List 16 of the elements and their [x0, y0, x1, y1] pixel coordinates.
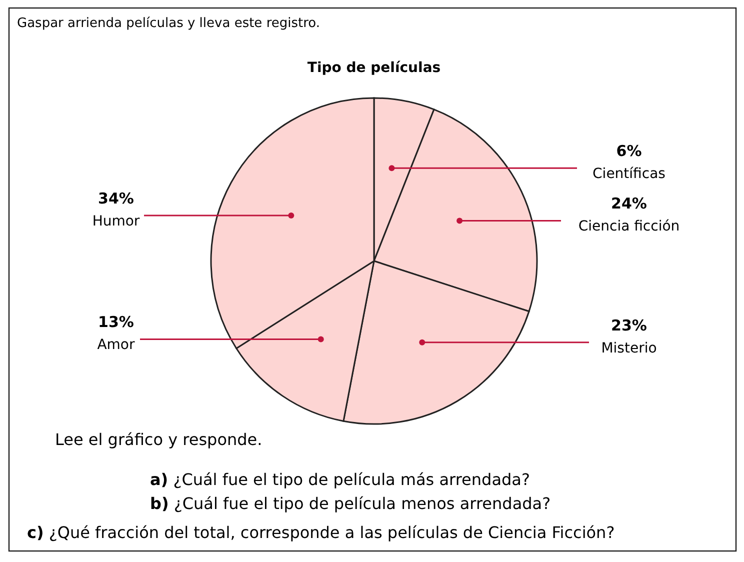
slice-label: Misterio — [601, 340, 657, 356]
slice-label: Científicas — [592, 166, 666, 182]
chart-title: Tipo de películas — [307, 60, 441, 76]
data-label: 13% — [98, 313, 134, 332]
data-label: 6% — [616, 142, 642, 160]
slice-label: Humor — [92, 213, 140, 230]
slice-label: Amor — [97, 337, 136, 354]
data-label: 34% — [98, 189, 134, 208]
data-label: 23% — [611, 316, 647, 334]
text: a) ¿Cuál fue el tipo de película más arrendada? — [150, 470, 530, 489]
text: b) ¿Cuál fue el tipo de película menos arrendada? — [150, 494, 551, 513]
slice-label: Ciencia ficción — [578, 218, 680, 235]
text: c) ¿Qué fracción del total, corresponde a las películas de Ciencia Ficción? — [27, 523, 615, 542]
text: Gaspar arrienda películas y lleva este registro. — [17, 16, 320, 31]
data-label: 24% — [611, 194, 647, 213]
text: Lee el gráfico y responde. — [55, 430, 262, 449]
